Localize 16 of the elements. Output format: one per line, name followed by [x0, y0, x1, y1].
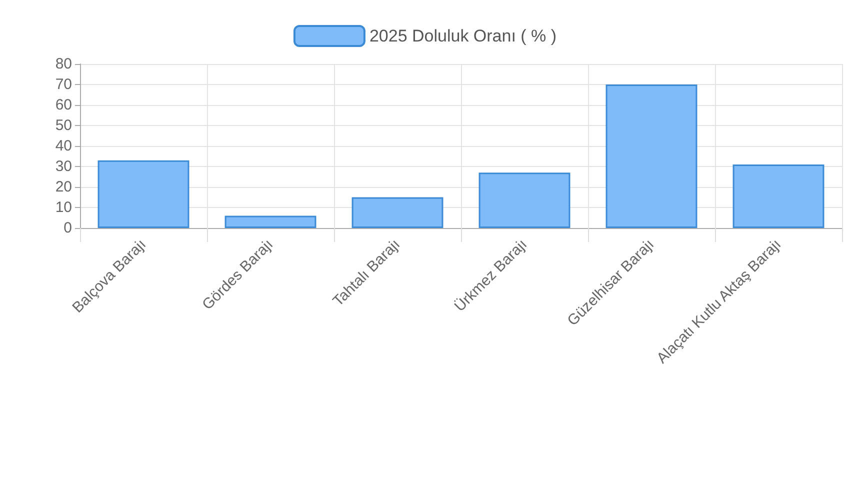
legend-label: 2025 Doluluk Oranı ( % )	[369, 26, 557, 46]
bar	[606, 84, 698, 228]
y-tick-label: 30	[55, 158, 72, 175]
bar	[98, 160, 190, 228]
y-tick-label: 0	[64, 220, 72, 236]
y-tick-label: 40	[55, 138, 72, 154]
y-tick-label: 20	[55, 178, 72, 196]
y-tick-label: 10	[55, 199, 72, 216]
y-tick-label: 70	[55, 76, 72, 93]
bar	[478, 172, 570, 228]
bar	[732, 164, 824, 228]
bar	[352, 197, 444, 228]
y-tick-label: 80	[55, 56, 72, 72]
y-tick-label: 50	[55, 117, 72, 134]
bar	[224, 216, 316, 228]
y-tick-label: 60	[55, 96, 72, 114]
